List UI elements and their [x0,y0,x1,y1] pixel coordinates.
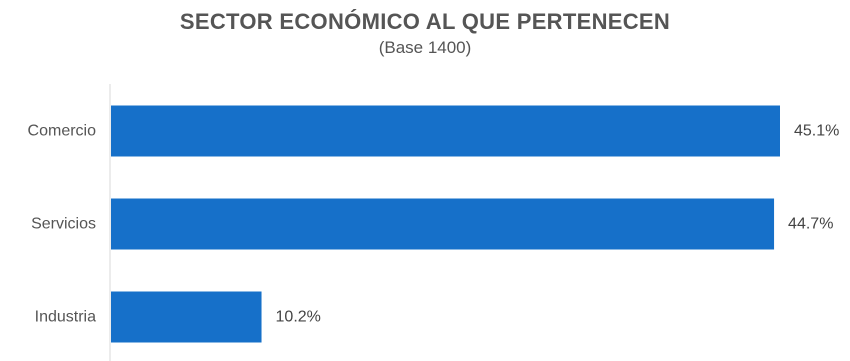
chart-subtitle: (Base 1400) [378,38,472,57]
bar-industria [111,291,262,343]
category-label-servicios: Servicios [31,216,96,233]
bar-servicios [111,198,775,250]
value-label-servicios: 44.7% [788,216,833,233]
bar-comercio [111,105,780,157]
value-label-comercio: 45.1% [794,123,839,140]
category-label-comercio: Comercio [28,123,97,140]
value-label-industria: 10.2% [276,309,321,326]
category-label-industria: Industria [35,309,96,326]
chart-title: SECTOR ECONÓMICO AL QUE PERTENECEN [179,9,671,34]
